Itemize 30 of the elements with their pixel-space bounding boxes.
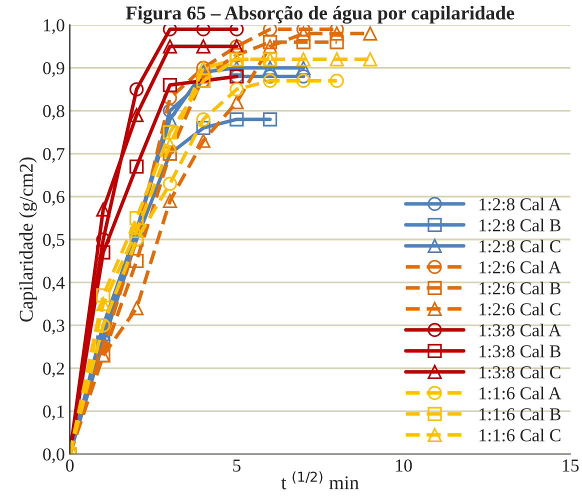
y-tick-label: 0,1 xyxy=(43,405,64,420)
legend-label: 1:3:8 Cal B xyxy=(480,344,560,358)
x-axis-title: t $^{(1/2)}$ min xyxy=(281,471,359,490)
y-tick-label: 0,6 xyxy=(43,190,64,206)
legend-label: 1:1:6 Cal C xyxy=(480,428,560,442)
legend-label: 1:3:8 Cal C xyxy=(480,366,560,378)
y-axis-title: Capilaridade (g/cm2) xyxy=(19,158,37,322)
legend-label: 1:1:6 Cal A xyxy=(480,386,562,400)
legend-label: 1:1:6 Cal B xyxy=(480,408,560,420)
x-tick-label: 10 xyxy=(396,459,412,472)
y-tick-label: 0,8 xyxy=(43,105,64,120)
x-tick-label: 5 xyxy=(233,460,240,472)
y-tick-label: 0,2 xyxy=(43,362,64,378)
y-tick-label: 0,9 xyxy=(43,62,64,77)
legend-label: 1:3:8 Cal A xyxy=(480,324,562,336)
y-tick-label: 0,3 xyxy=(43,320,64,334)
legend-label: 1:2:8 Cal A xyxy=(480,198,562,210)
legend-label: 1:2:8 Cal B xyxy=(480,218,560,232)
x-tick-label: 0 xyxy=(66,459,74,472)
legend-label: 1:2:6 Cal C xyxy=(480,302,560,316)
y-tick-label: 1,0 xyxy=(44,19,64,34)
legend-label: 1:2:6 Cal A xyxy=(480,260,562,274)
x-tick-label: 15 xyxy=(562,460,579,472)
y-tick-label: 0,5 xyxy=(43,234,64,249)
legend-label: 1:2:6 Cal B xyxy=(480,282,560,294)
y-tick-label: 0,7 xyxy=(43,148,64,163)
legend-label: 1:2:8 Cal C xyxy=(480,240,560,252)
y-tick-label: 0,4 xyxy=(43,276,65,292)
chart-title: Figura 65 – Absorção de água por capilaridade xyxy=(126,6,514,24)
y-tick-label: 0,0 xyxy=(43,448,64,464)
